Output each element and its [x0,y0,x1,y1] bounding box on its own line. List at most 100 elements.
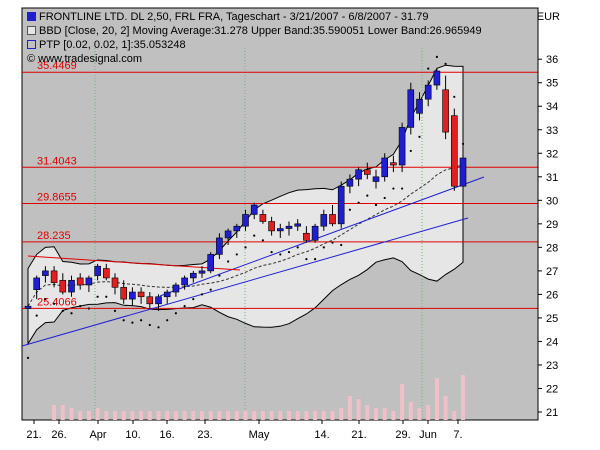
volume-bar [295,411,300,420]
candle-body [294,223,302,227]
sar-dot [79,305,82,308]
sar-dot [96,295,99,298]
candle-legend-icon [27,12,36,21]
volume-bar [347,396,352,420]
x-tick-label: Apr [89,429,106,441]
sar-dot [314,258,317,261]
sar-dot [435,55,438,58]
sar-dot [174,312,177,315]
candle-body [155,296,162,305]
level-label: 28.235 [37,230,71,242]
x-tick-label: 21. [26,429,41,441]
volume-bar [356,399,361,420]
sar-dot [87,307,90,310]
candle-body [285,225,293,229]
y-tick-label: 36 [546,54,558,66]
sar-dot [53,302,56,305]
candle-body [216,237,223,255]
x-tick-label: 26. [51,429,66,441]
sar-dot [296,246,299,249]
sar-dot [261,239,264,242]
y-tick-label: 29 [546,219,558,231]
sar-dot [383,196,386,200]
trend-line-lower [21,217,469,347]
y-tick-label: 25 [546,313,558,325]
downtrend-line [27,255,241,271]
y-tick-label: 21 [546,407,558,419]
volume-bar [200,411,204,420]
x-tick-label: Jun [419,429,437,441]
candle-body [424,84,432,100]
volume-bar [408,402,413,420]
y-tick-label: 24 [546,336,558,348]
candle-body [68,279,75,293]
volume-bar [304,411,309,420]
level-label: 35.4469 [37,60,77,72]
volume-bar [217,411,222,420]
candle-body [459,157,467,187]
candle-body [276,228,284,232]
candle-body [242,214,249,227]
volume-bar [226,411,231,420]
volume-bar [426,405,431,420]
sar-dot [122,319,125,322]
y-tick-label: 31 [546,172,558,184]
volume-bar [400,384,405,420]
sar-dot [131,321,134,324]
moving-average-line [27,163,464,307]
candle-body [346,178,354,187]
currency-label: EUR [536,11,560,23]
candle-body [268,221,275,232]
bollinger-legend-icon [27,26,36,35]
level-label: 25.4066 [37,296,77,308]
volume-bar [60,405,65,420]
sar-dot [427,67,430,70]
sar-dot [279,253,282,256]
candle-body [137,291,145,298]
volume-bar [339,408,344,420]
volume-bar [330,411,335,420]
candle-body [103,268,110,279]
volume-bar [252,411,257,420]
y-tick-label: 30 [546,195,558,207]
volume-bar [260,411,265,420]
candle-body [120,287,127,300]
volume-bar [417,408,422,420]
sar-dot [331,241,334,244]
x-tick-label: 14. [314,429,329,441]
sar-dot [244,246,247,249]
sar-dot [113,309,117,312]
volume-bar [165,411,170,420]
candle-body [111,277,119,288]
candle-body [372,176,380,182]
volume-bar [156,411,161,420]
volume-bar [278,411,283,420]
legend-main-text: FRONTLINE LTD. DL 2,50, FRL FRA, Tagesch… [39,11,429,23]
volume-bar [69,408,74,420]
sar-dot [105,295,108,298]
candle-body [50,270,58,283]
legend-source-text: © www.tradesignal.com [27,53,143,65]
volume-bar [191,411,196,420]
candle-body [355,169,362,180]
volume-bar [374,408,378,420]
legend-bbd: BBD [Close, 20, 2] Moving Average:31.278… [27,25,482,37]
candle-body [398,127,406,166]
sar-dot [140,319,143,322]
x-tick-label: 16. [159,429,174,441]
volume-bar [121,411,126,420]
level-label: 31.4043 [37,155,77,167]
sar-dot [444,62,447,66]
sar-dot [166,319,169,322]
volume-bar [95,408,100,420]
candle-body [407,89,415,128]
volume-bar [78,411,83,420]
candle-body [233,225,241,232]
sar-dot [453,95,456,98]
candle-body [259,214,267,222]
sar-dot [287,250,291,254]
volume-bar [443,396,448,420]
x-tick-label: 10. [125,429,140,441]
sar-dot [418,135,421,138]
